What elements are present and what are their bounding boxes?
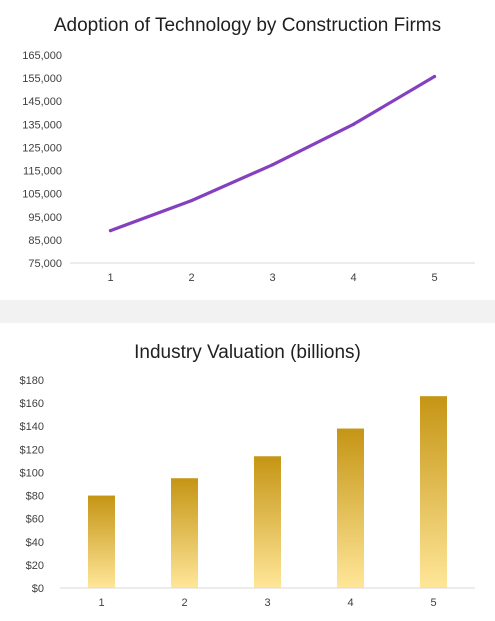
x-tick-label: 1 — [98, 597, 104, 609]
y-tick-label: $140 — [20, 421, 44, 433]
chart-title: Industry Valuation (billions) — [134, 342, 361, 363]
x-tick-label: 4 — [350, 272, 356, 284]
x-tick-label: 3 — [264, 597, 270, 609]
y-tick-label: $0 — [32, 583, 44, 595]
bar — [337, 428, 364, 588]
y-tick-label: $180 — [20, 375, 44, 387]
y-tick-label: 105,000 — [22, 189, 62, 201]
chart-separator — [0, 300, 495, 323]
y-tick-label: 95,000 — [28, 212, 62, 224]
y-tick-label: $160 — [20, 398, 44, 410]
bar — [420, 396, 447, 588]
bar-chart: $0 $20 $40 $60 $80 $100 $120 $140 $160 $180 1 2 3 4 5 — [20, 375, 475, 609]
y-tick-label: 135,000 — [22, 119, 62, 131]
chart-title: Adoption of Technology by Construction F… — [53, 15, 442, 36]
data-point — [432, 74, 437, 79]
y-tick-label: 85,000 — [28, 235, 62, 247]
x-tick-label: 5 — [430, 597, 436, 609]
series-line — [108, 74, 437, 233]
y-tick-label: $120 — [20, 444, 44, 456]
line-chart: 75,000 85,000 95,000 105,000 115,000 125,000 1… — [22, 50, 475, 284]
y-tick-label: 165,000 — [22, 50, 62, 62]
x-tick-label: 5 — [431, 272, 437, 284]
y-tick-label: 125,000 — [22, 142, 62, 154]
y-tick-label: 155,000 — [22, 73, 62, 85]
x-tick-label: 3 — [269, 272, 275, 284]
y-tick-label: $80 — [26, 491, 44, 503]
y-tick-label: 75,000 — [28, 258, 62, 270]
y-tick-label: $60 — [26, 514, 44, 526]
x-tick-label: 4 — [347, 597, 353, 609]
data-point — [351, 122, 356, 126]
y-tick-label: $40 — [26, 537, 44, 549]
data-point — [108, 229, 113, 233]
data-point — [189, 199, 194, 203]
x-tick-label: 1 — [107, 272, 113, 284]
bar — [171, 478, 198, 588]
bar-chart-panel: Industry Valuation (billions) $0 $20 $40 $6… — [0, 323, 495, 621]
data-point — [270, 163, 275, 167]
y-tick-label: $100 — [20, 467, 44, 479]
y-tick-label: 115,000 — [23, 166, 62, 178]
bar — [88, 495, 115, 588]
y-tick-label: $20 — [26, 560, 44, 572]
line-chart-panel: Adoption of Technology by Construction F… — [0, 0, 495, 300]
x-tick-label: 2 — [181, 597, 187, 609]
y-tick-label: 145,000 — [22, 96, 62, 108]
bar — [254, 456, 281, 588]
x-tick-label: 2 — [188, 272, 194, 284]
